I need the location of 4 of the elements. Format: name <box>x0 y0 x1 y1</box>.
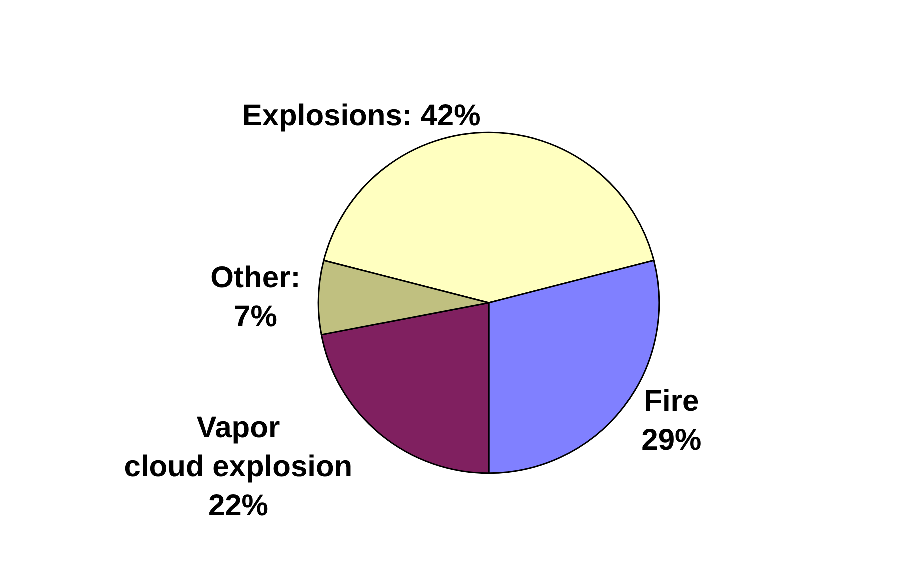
data-label: Fire 29% <box>642 384 702 457</box>
data-label: Other: 7% <box>210 262 301 334</box>
data-label: Vapor cloud explosion 22% <box>124 412 353 523</box>
data-label: Explosions: 42% <box>242 100 481 133</box>
